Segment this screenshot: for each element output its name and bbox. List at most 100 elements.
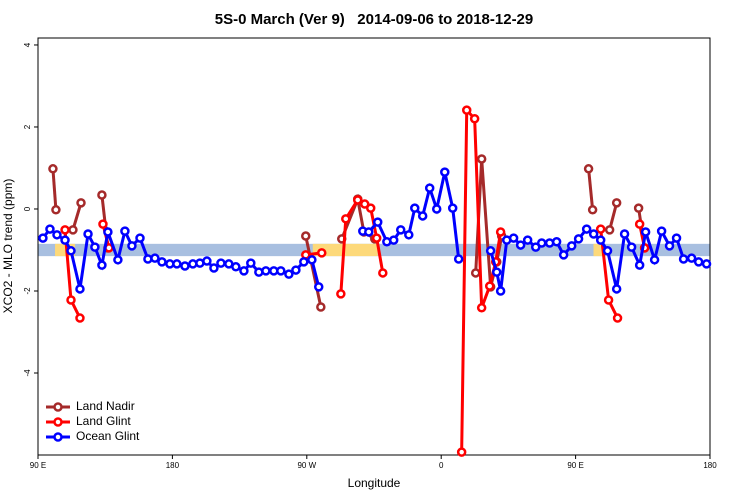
data-point [45, 224, 55, 234]
series-line [51, 168, 58, 210]
data-point [603, 295, 614, 305]
data-point [508, 233, 519, 243]
series-line [41, 226, 321, 290]
series-line [587, 168, 595, 210]
data-point [558, 250, 569, 260]
data-point [417, 211, 428, 221]
data-point [395, 225, 406, 235]
data-point [388, 235, 399, 245]
data-point [611, 198, 622, 208]
data-point [127, 241, 137, 251]
data-point [291, 265, 301, 275]
data-point [372, 217, 383, 227]
legend-marker [53, 432, 63, 442]
data-point [469, 114, 480, 124]
data-point [38, 233, 48, 243]
data-point [180, 261, 190, 271]
data-point [583, 164, 594, 174]
data-point [97, 260, 107, 270]
data-point [301, 231, 311, 241]
data-point [453, 254, 464, 264]
data-point [135, 233, 145, 243]
data-point [522, 235, 533, 245]
y-tick-label: 0 [23, 206, 32, 211]
data-point [51, 205, 61, 215]
legend-label: Ocean Glint [76, 429, 140, 443]
data-point [378, 268, 388, 278]
data-point [588, 229, 599, 239]
data-point [551, 237, 562, 247]
y-tick-label: 4 [23, 42, 32, 47]
data-point [120, 226, 130, 236]
data-point [461, 105, 472, 115]
highlight-band [593, 243, 605, 257]
legend-marker [53, 417, 63, 427]
data-point [261, 266, 271, 276]
data-point [595, 224, 606, 234]
data-point [664, 241, 675, 251]
data-point [172, 259, 182, 269]
data-point [686, 253, 697, 263]
data-point [634, 219, 645, 229]
data-point [581, 224, 592, 234]
data-point [307, 255, 317, 265]
data-point [246, 258, 256, 268]
x-tick-label: 90 E [30, 461, 46, 470]
data-point [316, 248, 327, 258]
x-tick-label: 180 [166, 461, 180, 470]
data-point [75, 313, 85, 323]
data-point [470, 268, 481, 278]
data-point [66, 295, 76, 305]
data-point [484, 281, 495, 291]
data-point [83, 229, 93, 239]
legend-marker [53, 402, 63, 412]
plot-frame [37, 37, 711, 456]
data-point [359, 199, 370, 209]
data-point [633, 203, 644, 213]
data-point [634, 260, 645, 270]
data-point [364, 227, 374, 237]
data-point [404, 230, 414, 240]
data-point [431, 204, 442, 214]
data-point [231, 262, 241, 272]
data-point [604, 225, 615, 235]
data-point [68, 225, 78, 235]
data-point [602, 246, 613, 256]
data-point [284, 269, 294, 279]
data-point [495, 227, 506, 237]
data-point [202, 256, 212, 266]
data-point [626, 242, 637, 252]
chart-title: 5S-0 March (Ver 9) 2014-09-06 to 2018-12… [215, 11, 534, 28]
y-tick-label: -4 [23, 369, 32, 377]
data-point [476, 154, 487, 164]
data-point [97, 190, 107, 200]
y-tick-label: 2 [23, 124, 32, 129]
x-tick-label: 90 E [567, 461, 583, 470]
data-point [336, 289, 346, 299]
data-point [587, 205, 598, 215]
data-point [239, 266, 249, 276]
data-point [75, 284, 85, 294]
data-point [701, 259, 712, 269]
data-point [424, 183, 435, 193]
data-point [671, 233, 682, 243]
legend-label: Land Nadir [76, 399, 135, 413]
y-axis-label: XCO2 - MLO trend (ppm) [1, 179, 15, 314]
data-point [649, 255, 660, 265]
data-point [60, 235, 70, 245]
data-point [103, 227, 113, 237]
data-point [48, 164, 58, 174]
data-point [640, 227, 651, 237]
data-point [476, 303, 487, 313]
data-point [209, 263, 219, 273]
data-point [573, 234, 584, 244]
data-point [316, 302, 326, 312]
x-tick-label: 180 [703, 461, 717, 470]
x-tick-label: 0 [439, 461, 444, 470]
data-point [299, 257, 309, 267]
data-point [313, 282, 324, 292]
y-tick-label: -2 [23, 287, 32, 295]
data-point [612, 313, 623, 323]
data-point [52, 230, 62, 240]
data-point [276, 266, 286, 276]
